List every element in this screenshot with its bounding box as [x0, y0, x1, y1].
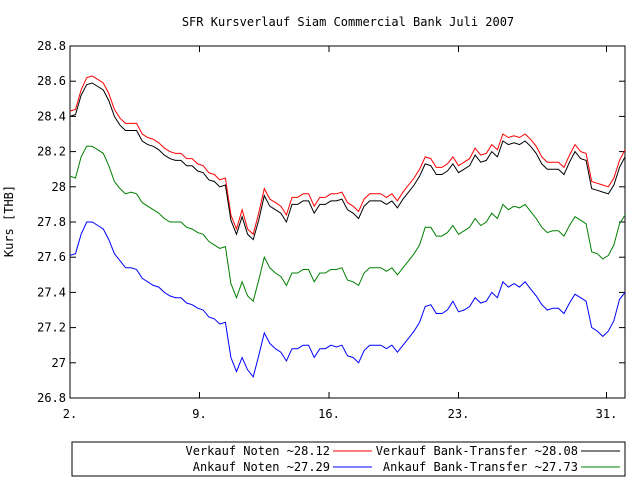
legend: Verkauf Noten ~28.12 Ankauf Noten ~27.29 V… — [71, 441, 626, 477]
x-tick-label: 9. — [192, 407, 206, 421]
y-tick-label: 28.2 — [37, 145, 66, 159]
y-tick-label: 27 — [52, 356, 66, 370]
series-line-2 — [69, 82, 626, 241]
series-line-0 — [69, 75, 626, 236]
y-tick-label: 28.6 — [37, 74, 66, 88]
y-tick-label: 28.4 — [37, 109, 66, 123]
legend-label: Verkauf Bank-Transfer ~28.08 — [376, 444, 578, 458]
legend-label: Ankauf Bank-Transfer ~27.73 — [383, 460, 578, 474]
axes: 26.8 27 27.2 27.4 27.6 27.8 28 28.2 28.4 28.6 28.8… — [37, 39, 626, 421]
legend-label: Verkauf Noten ~28.12 — [186, 444, 331, 458]
legend-label: Ankauf Noten ~27.29 — [193, 460, 330, 474]
y-tick-label: 28.8 — [37, 39, 66, 53]
x-tick-label: 31. — [596, 407, 618, 421]
series-line-1 — [69, 221, 626, 378]
plot-frame — [69, 45, 626, 399]
y-tick-label: 26.8 — [37, 391, 66, 405]
y-axis-label: Kurs [THB] — [2, 185, 16, 257]
chart-title: SFR Kursverlauf Siam Commercial Bank Jul… — [182, 15, 514, 29]
legend-box — [71, 441, 626, 477]
x-tick-label: 23. — [448, 407, 470, 421]
x-tick-label: 2. — [63, 407, 77, 421]
y-tick-label: 27.4 — [37, 285, 66, 299]
x-tick-label: 16. — [318, 407, 340, 421]
series-line-3 — [69, 145, 626, 303]
y-tick-label: 28 — [52, 180, 66, 194]
y-tick-label: 27.6 — [37, 250, 66, 264]
y-tick-label: 27.2 — [37, 321, 66, 335]
plot-lines — [69, 75, 626, 378]
y-tick-label: 27.8 — [37, 215, 66, 229]
